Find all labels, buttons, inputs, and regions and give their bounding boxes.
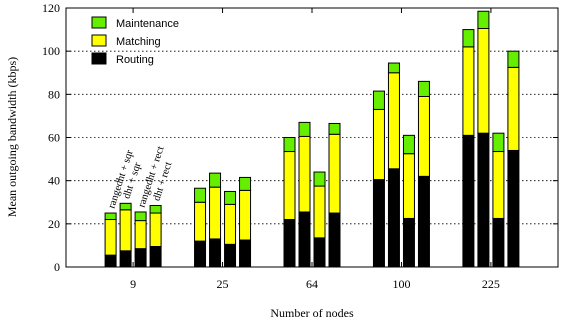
bar-maintenance-225-2 xyxy=(492,132,505,153)
bar-matching-100-1 xyxy=(387,72,400,170)
bar-routing-9-1 xyxy=(119,250,132,268)
x-tick-labels: 9 25 64 100 225 xyxy=(130,277,500,291)
x-tick-label-3: 100 xyxy=(392,277,410,291)
y-tick-label-0: 0 xyxy=(54,260,60,274)
bar-routing-100-1 xyxy=(387,168,400,268)
y-tick-labels: 0 20 40 60 80 100 120 xyxy=(42,1,60,274)
bar-routing-100-0 xyxy=(372,179,385,268)
bar-maintenance-64-3 xyxy=(328,122,341,135)
bar-maintenance-9-3 xyxy=(149,204,162,214)
bar-maintenance-100-2 xyxy=(402,134,415,155)
bar-matching-9-0 xyxy=(104,219,117,256)
axes xyxy=(65,7,559,268)
bar-routing-64-3 xyxy=(328,212,341,268)
bar-maintenance-25-3 xyxy=(239,176,252,191)
legend-label-matching: Matching xyxy=(116,36,161,48)
bar-routing-64-2 xyxy=(313,237,326,268)
bar-maintenance-9-0 xyxy=(104,212,117,221)
bar-routing-25-3 xyxy=(239,239,252,268)
y-tick-label-5: 100 xyxy=(42,44,60,58)
bar-maintenance-64-2 xyxy=(313,171,326,187)
legend-label-routing: Routing xyxy=(116,54,154,66)
bar-maintenance-25-1 xyxy=(209,172,222,188)
bar-routing-100-2 xyxy=(402,217,415,268)
bar-maintenance-25-2 xyxy=(224,190,237,205)
bar-matching-64-0 xyxy=(283,151,296,221)
bar-routing-225-3 xyxy=(507,149,520,268)
bar-matching-64-3 xyxy=(328,133,341,214)
bar-routing-225-0 xyxy=(462,134,475,268)
bar-maintenance-64-1 xyxy=(298,121,311,137)
bar-matching-64-1 xyxy=(298,135,311,213)
y-tick-label-1: 20 xyxy=(48,217,60,231)
bar-routing-64-1 xyxy=(298,211,311,268)
bar-matching-100-3 xyxy=(417,95,430,177)
bar-matching-64-2 xyxy=(313,185,326,239)
x-axis-label: Number of nodes xyxy=(270,306,354,320)
bar-maintenance-100-1 xyxy=(387,62,400,74)
bar-maintenance-64-0 xyxy=(283,137,296,153)
bar-matching-100-0 xyxy=(372,108,385,181)
bar-maintenance-100-3 xyxy=(417,80,430,97)
y-tick-label-2: 40 xyxy=(48,174,60,188)
bar-routing-9-2 xyxy=(134,248,147,268)
bar-routing-9-0 xyxy=(104,254,117,268)
bar-matching-25-0 xyxy=(194,201,207,242)
y-tick-label-4: 80 xyxy=(48,87,60,101)
bar-maintenance-225-0 xyxy=(462,29,475,48)
bar-routing-225-1 xyxy=(477,132,490,268)
bar-routing-100-3 xyxy=(417,175,430,268)
bar-routing-9-3 xyxy=(149,245,162,268)
legend: Maintenance Matching Routing xyxy=(91,16,179,66)
bar-matching-25-2 xyxy=(224,203,237,245)
bar-matching-25-3 xyxy=(239,189,252,241)
bar-routing-25-2 xyxy=(224,243,237,268)
bar-matching-9-2 xyxy=(134,220,147,250)
bar-maintenance-25-0 xyxy=(194,187,207,203)
legend-swatch-maintenance xyxy=(91,16,107,29)
bar-routing-25-1 xyxy=(209,238,222,268)
bar-matching-9-3 xyxy=(149,212,162,247)
bar-matching-100-2 xyxy=(402,153,415,219)
x-tick-label-2: 64 xyxy=(306,277,318,291)
legend-swatch-routing xyxy=(91,52,107,65)
bar-matching-225-1 xyxy=(477,28,490,134)
y-axis-label: Mean outgoing bandwidth (kbps) xyxy=(5,57,19,217)
legend-label-maintenance: Maintenance xyxy=(116,18,179,30)
bar-routing-64-0 xyxy=(283,219,296,268)
x-tick-label-0: 9 xyxy=(130,277,136,291)
x-tick-label-4: 225 xyxy=(482,277,500,291)
bars xyxy=(104,10,520,268)
y-tick-label-6: 120 xyxy=(42,1,60,15)
bar-maintenance-225-3 xyxy=(507,50,520,68)
bar-routing-25-0 xyxy=(194,240,207,268)
x-tick-label-1: 25 xyxy=(217,277,229,291)
bar-maintenance-100-0 xyxy=(372,90,385,110)
bar-matching-225-0 xyxy=(462,46,475,136)
bar-matching-9-1 xyxy=(119,209,132,252)
bar-maintenance-9-2 xyxy=(134,211,147,222)
bar-matching-225-2 xyxy=(492,151,505,219)
bar-maintenance-225-1 xyxy=(477,10,490,30)
bar-matching-25-1 xyxy=(209,186,222,240)
bar-maintenance-9-1 xyxy=(119,202,132,211)
bar-routing-225-2 xyxy=(492,217,505,268)
y-tick-label-3: 60 xyxy=(48,131,60,145)
plot-frame xyxy=(65,7,559,268)
bar-matching-225-3 xyxy=(507,66,520,151)
legend-swatch-matching xyxy=(91,34,107,47)
